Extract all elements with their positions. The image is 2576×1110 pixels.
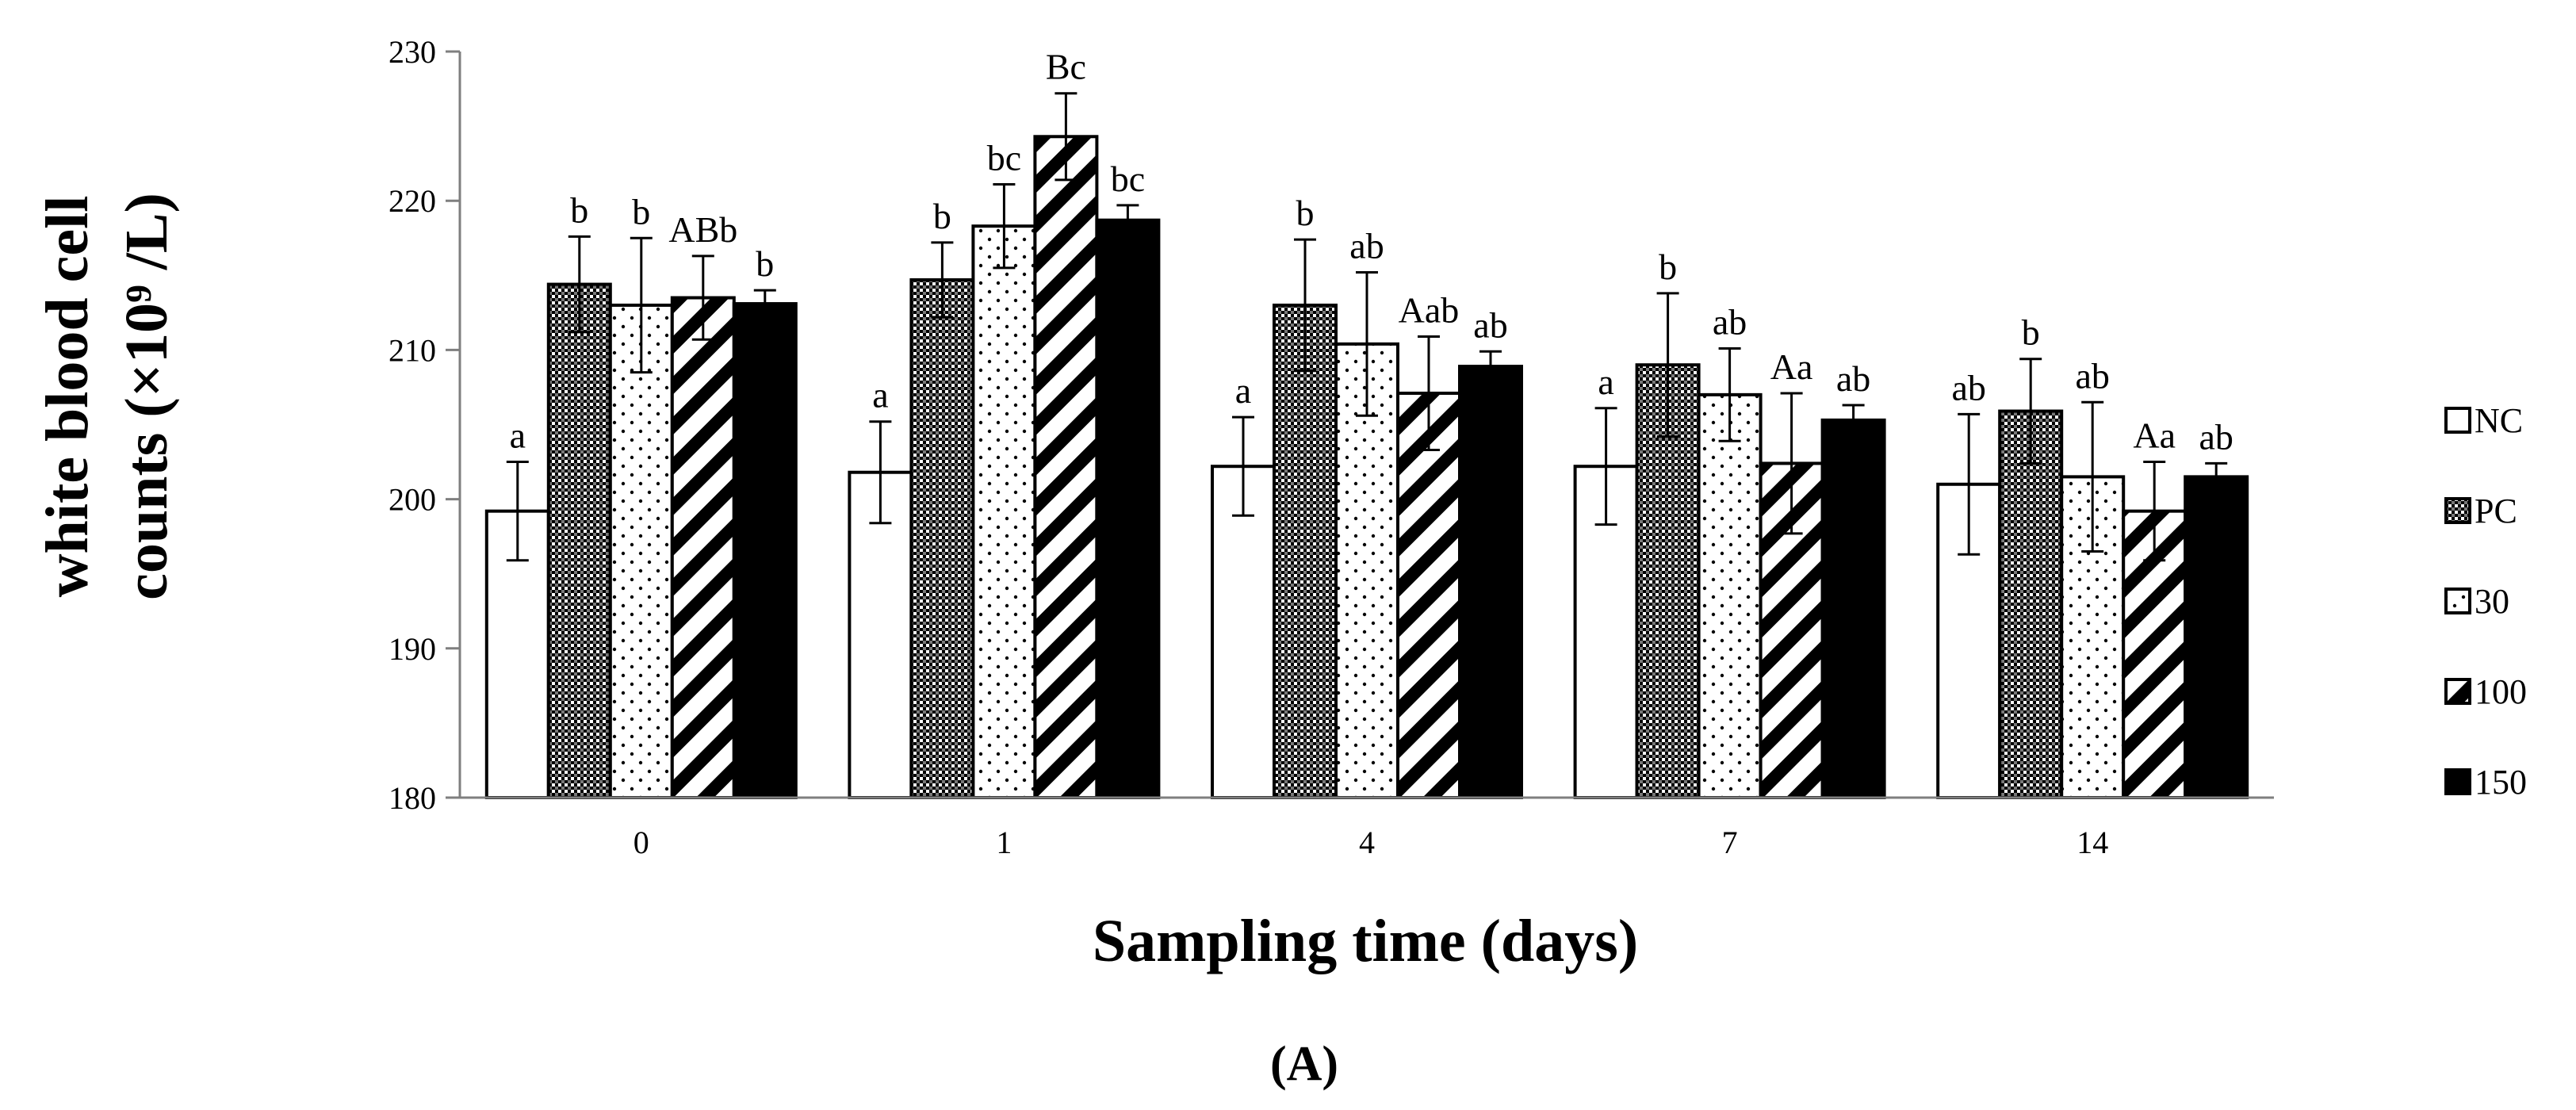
sig-label-nc-day-14: ab <box>1951 367 1985 408</box>
bar-100-day-1 <box>1033 135 1099 800</box>
sig-label-pc-day-1: b <box>933 196 951 236</box>
sig-label-150-day-1: bc <box>1111 159 1145 199</box>
sig-label-100-day-7: Aa <box>1770 346 1813 387</box>
sig-label-pc-day-14: b <box>2022 312 2040 353</box>
y-axis-title-line2: counts (×10⁹ /L) <box>113 193 180 600</box>
panel-label: (A) <box>1270 1037 1338 1091</box>
bar-100-day-0 <box>670 296 736 799</box>
x-tick-label-0: 0 <box>633 825 649 860</box>
x-tick-label-4: 4 <box>1359 825 1375 860</box>
y-tick-label-200: 200 <box>389 482 436 518</box>
legend-label-nc: NC <box>2475 401 2523 440</box>
sig-label-150-day-4: ab <box>1473 304 1507 345</box>
legend-label-100: 100 <box>2475 672 2527 711</box>
bar-150-day-1 <box>1095 218 1161 799</box>
sig-label-pc-day-0: b <box>570 189 588 230</box>
bar-pc-day-4 <box>1273 303 1338 799</box>
bar-nc-day-7 <box>1573 465 1639 799</box>
bar-30-day-0 <box>608 303 674 799</box>
sig-label-30-day-1: bc <box>987 137 1021 178</box>
bar-150-day-14 <box>2184 475 2249 799</box>
sig-label-pc-day-4: b <box>1296 193 1315 233</box>
bar-30-day-1 <box>971 224 1037 800</box>
bar-pc-day-14 <box>1998 409 2064 799</box>
sig-label-pc-day-7: b <box>1659 247 1677 287</box>
y-tick-label-230: 230 <box>389 34 436 70</box>
legend: NC PC 30 100 150 <box>2444 401 2527 802</box>
legend-label-pc: PC <box>2475 492 2517 530</box>
sig-label-150-day-14: ab <box>2199 416 2233 457</box>
sig-label-30-day-0: b <box>632 191 650 232</box>
sig-label-30-day-14: ab <box>2075 355 2109 396</box>
y-tick-label-190: 190 <box>389 631 436 667</box>
sig-label-30-day-4: ab <box>1349 226 1384 266</box>
sig-label-100-day-4: Aab <box>1399 289 1460 330</box>
sig-label-150-day-0: b <box>756 243 774 284</box>
sig-label-nc-day-7: a <box>1598 362 1613 402</box>
legend-swatch-150 <box>2444 768 2471 795</box>
x-axis-title: Sampling time (days) <box>1093 908 1638 974</box>
legend-swatch-pc <box>2444 497 2471 524</box>
bar-30-day-7 <box>1697 392 1763 799</box>
legend-label-30: 30 <box>2475 582 2509 621</box>
bar-pc-day-1 <box>909 278 975 800</box>
y-axis-title-line1: white blood cell <box>34 196 101 598</box>
legend-swatch-nc <box>2444 407 2471 434</box>
legend-swatch-30 <box>2444 588 2471 614</box>
sig-label-100-day-0: ABb <box>668 209 737 250</box>
sig-label-150-day-7: ab <box>1836 358 1870 399</box>
y-tick-label-180: 180 <box>389 780 436 816</box>
sig-label-30-day-7: ab <box>1713 302 1747 343</box>
y-tick-label-220: 220 <box>389 183 436 219</box>
bar-pc-day-0 <box>546 282 612 800</box>
x-tick-label-14: 14 <box>2076 825 2108 860</box>
legend-swatch-100 <box>2444 678 2471 705</box>
bar-150-day-7 <box>1820 418 1886 799</box>
y-tick-label-210: 210 <box>389 332 436 368</box>
bar-150-day-4 <box>1458 365 1523 799</box>
x-tick-label-1: 1 <box>996 825 1012 860</box>
sig-label-nc-day-0: a <box>510 415 526 456</box>
bar-100-day-4 <box>1396 391 1461 799</box>
legend-label-150: 150 <box>2475 763 2527 802</box>
sig-label-100-day-14: Aa <box>2133 415 2176 456</box>
sig-label-100-day-1: Bc <box>1046 47 1086 87</box>
sig-label-nc-day-1: a <box>872 375 888 415</box>
x-tick-label-7: 7 <box>1722 825 1738 860</box>
sig-label-nc-day-4: a <box>1235 370 1251 411</box>
bar-150-day-0 <box>732 302 798 800</box>
